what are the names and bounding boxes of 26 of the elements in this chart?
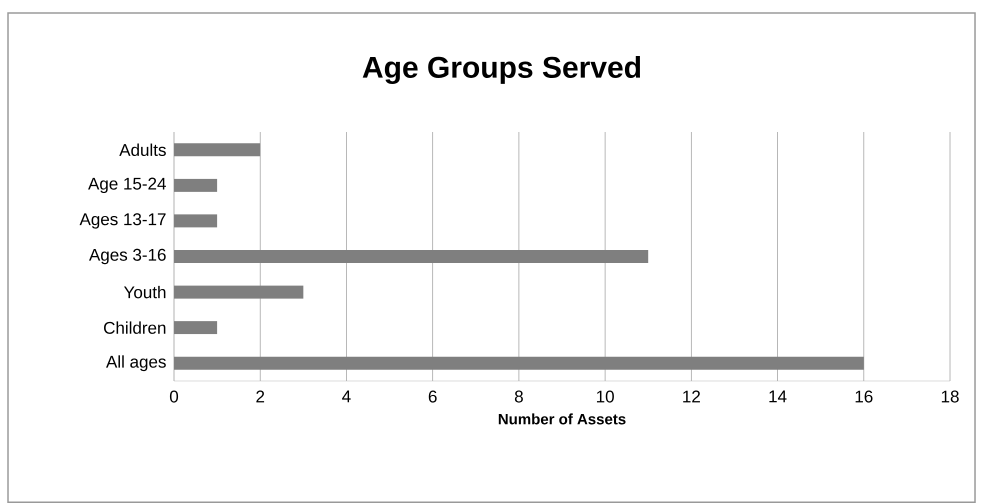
y-tick-label: Youth [124, 286, 166, 298]
x-tick-label: 16 [856, 390, 872, 403]
x-tick-label: 2 [256, 390, 264, 402]
y-tick-label: Children [104, 321, 166, 334]
x-tick-label: 14 [769, 390, 787, 402]
x-axis-title: Number of Assets [498, 413, 626, 424]
x-tick-label: 10 [596, 390, 614, 403]
bar [174, 214, 218, 228]
x-tick-label: 0 [170, 390, 178, 403]
x-tick-label: 12 [683, 390, 700, 402]
x-tick-label: 18 [942, 390, 959, 403]
x-tick-label: 4 [342, 390, 351, 402]
y-tick-label: Ages 3-16 [89, 248, 166, 264]
bar [174, 178, 218, 192]
bar [174, 250, 648, 263]
bar [174, 143, 260, 156]
bar [174, 356, 864, 370]
chart-title: Age Groups Served [362, 56, 640, 84]
bar [174, 321, 218, 334]
x-tick-label: 6 [428, 390, 437, 403]
x-tick-label: 8 [514, 390, 523, 403]
y-tick-label: Adults [119, 144, 166, 156]
y-tick-label: All ages [106, 355, 166, 372]
y-tick-label: Age 15-24 [88, 178, 166, 194]
bar [174, 286, 304, 299]
y-tick-label: Ages 13-17 [80, 213, 166, 229]
